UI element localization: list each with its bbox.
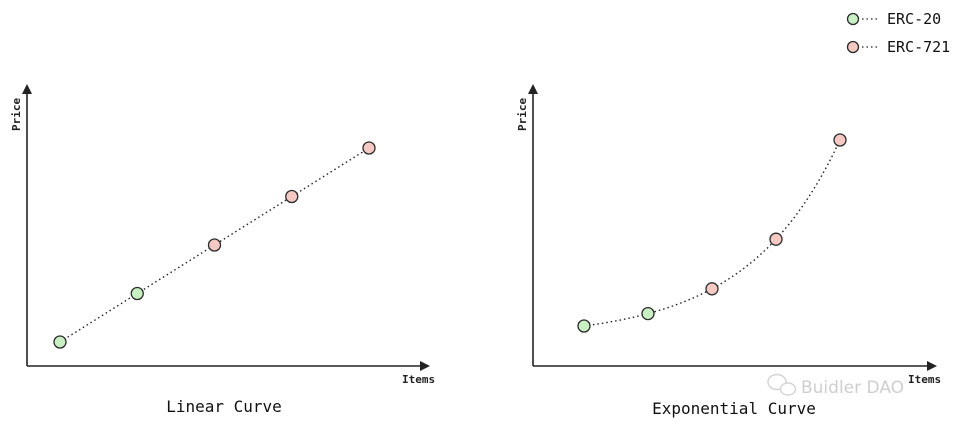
- legend: ERC-20 ERC-721: [846, 10, 950, 56]
- y-axis-label: Price: [516, 98, 529, 131]
- data-point-erc20-2: [641, 306, 655, 321]
- linear-curve-caption: Linear Curve: [166, 397, 282, 416]
- data-point-erc721-5: [833, 133, 847, 147]
- linear-curve-points: [53, 141, 376, 349]
- linear-curve-chart: Price Items Linear Curve: [10, 84, 435, 416]
- data-point-erc20-1: [53, 335, 67, 349]
- exponential-curve-chart: Price Items Exponential Curve: [516, 84, 941, 418]
- legend-item-erc20: ERC-20: [846, 10, 941, 28]
- watermark-text: Buidler DAO: [801, 378, 904, 398]
- legend-item-erc721: ERC-721: [846, 38, 950, 56]
- x-axis-label: Items: [402, 373, 435, 386]
- data-point-erc20-2: [130, 286, 144, 301]
- exponential-curve-points: [577, 133, 847, 333]
- data-point-erc721-4: [769, 232, 783, 246]
- legend-dot-erc20: [846, 12, 860, 26]
- data-point-erc721-5: [362, 141, 376, 155]
- y-axis-label: Price: [10, 98, 23, 131]
- x-axis-label: Items: [908, 373, 941, 386]
- exponential-curve-line: [583, 139, 841, 327]
- exponential-curve-caption: Exponential Curve: [652, 399, 816, 418]
- legend-label-erc721: ERC-721: [887, 38, 950, 56]
- watermark: Buidler DAO: [767, 373, 904, 398]
- data-point-erc721-3: [207, 238, 222, 252]
- legend-dot-erc721: [846, 40, 860, 54]
- data-point-erc20-1: [577, 319, 591, 333]
- data-point-erc721-4: [285, 189, 299, 204]
- data-point-erc721-3: [705, 282, 719, 296]
- wechat-icon: [767, 373, 797, 396]
- legend-label-erc20: ERC-20: [887, 10, 941, 28]
